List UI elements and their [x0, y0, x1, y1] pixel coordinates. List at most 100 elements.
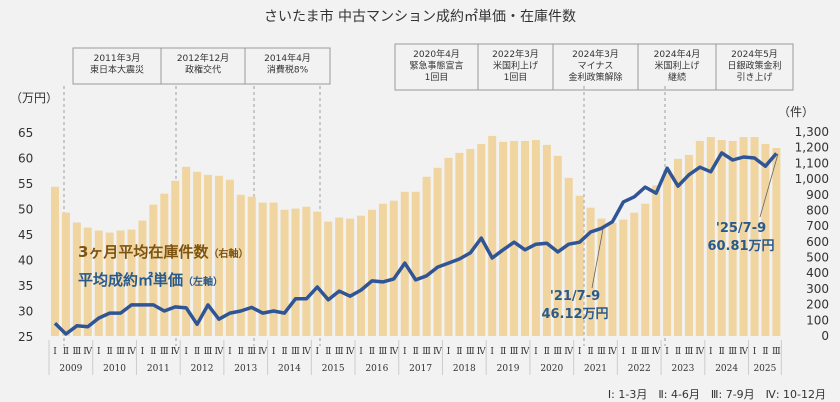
quarter-label: Ⅰ [447, 347, 451, 357]
right-axis-tick: 300 [806, 282, 829, 296]
inventory-bar [236, 194, 245, 336]
right-axis-tick: 1,300 [795, 125, 829, 139]
inventory-bar [280, 209, 289, 336]
quarter-label: Ⅰ [490, 347, 494, 357]
event-label: 2011年3月 [94, 52, 141, 64]
inventory-bar [160, 193, 169, 336]
inventory-bar [269, 202, 278, 336]
quarter-label: Ⅱ [631, 347, 637, 357]
inventory-bar [488, 135, 497, 336]
event-label: 2012年12月 [177, 52, 229, 64]
inventory-bar [674, 158, 683, 336]
quarter-label: Ⅳ [171, 347, 181, 357]
inventory-bar [72, 222, 81, 336]
annotation-period: '25/7-9 [716, 221, 766, 236]
left-axis-tick: 55 [18, 177, 33, 191]
inventory-bar [772, 148, 781, 336]
inventory-bar [94, 230, 103, 336]
quarter-label: Ⅲ [553, 347, 562, 357]
legend-line-name: 平均成約㎡単価 [78, 271, 183, 289]
right-axis-tick: 600 [806, 235, 829, 249]
quarter-label: Ⅲ [772, 347, 781, 357]
quarter-label: Ⅳ [346, 347, 356, 357]
legend-bar-axis: （右軸） [208, 247, 248, 260]
event-label: 日銀政策金利 [727, 60, 781, 72]
inventory-bar [761, 143, 770, 336]
quarter-label: Ⅱ [369, 347, 375, 357]
quarter-label: Ⅲ [204, 347, 213, 357]
event-label: 2022年3月 [492, 48, 539, 60]
quarter-label: Ⅲ [685, 347, 694, 357]
left-axis-tick: 60 [18, 152, 33, 166]
quarter-label: Ⅲ [247, 347, 256, 357]
event-label: 消費税8% [267, 64, 309, 76]
event-label: 1回目 [425, 72, 449, 83]
year-label: 2017 [409, 364, 432, 374]
quarter-label: Ⅲ [291, 347, 300, 357]
inventory-bar [597, 218, 606, 336]
inventory-bar [302, 206, 311, 336]
quarter-label: Ⅱ [194, 347, 200, 357]
quarter-label: Ⅳ [302, 347, 312, 357]
inventory-bar [247, 196, 256, 336]
event-label: 2024年5月 [731, 48, 778, 60]
year-label: 2023 [671, 364, 694, 374]
inventory-bar [575, 195, 584, 336]
event-label: 1回目 [504, 72, 528, 83]
inventory-bar [61, 212, 70, 336]
quarter-label: Ⅰ [316, 347, 320, 357]
right-axis-tick: 500 [806, 251, 829, 265]
quarter-label: Ⅲ [422, 347, 431, 357]
inventory-bar [51, 186, 59, 336]
legend-line: 平均成約㎡単価（左軸） [78, 271, 223, 289]
quarter-label: Ⅱ [719, 347, 725, 357]
inventory-bar [695, 140, 704, 336]
quarter-label: Ⅲ [597, 347, 606, 357]
year-label: 2016 [365, 364, 388, 374]
year-label: 2010 [103, 364, 126, 374]
year-label: 2011 [147, 364, 170, 374]
event-label: 2024年4月 [654, 48, 701, 60]
legend-bar-name: 3ヶ月平均在庫件数 [78, 243, 209, 261]
quarter-label: Ⅳ [695, 347, 705, 357]
inventory-bar [619, 219, 628, 336]
left-axis-tick: 45 [18, 228, 33, 242]
inventory-bar [531, 140, 540, 336]
year-label: 2012 [191, 364, 214, 374]
inventory-bar [411, 191, 420, 336]
quarter-label: Ⅱ [500, 347, 506, 357]
quarter-label: Ⅱ [63, 347, 69, 357]
inventory-bar [367, 209, 376, 336]
quarter-label: Ⅱ [762, 347, 768, 357]
inventory-bar [520, 140, 529, 336]
event-label: 緊急事態宣言 [409, 60, 463, 72]
quarter-label: Ⅳ [389, 347, 399, 357]
inventory-bar [455, 152, 464, 336]
legend-bar: 3ヶ月平均在庫件数（右軸） [78, 243, 248, 261]
inventory-bar [204, 174, 213, 336]
inventory-bar [335, 217, 344, 336]
inventory-bar [641, 203, 650, 336]
year-label: 2009 [59, 364, 82, 374]
right-axis-tick: 900 [806, 188, 829, 202]
annotation-value: 46.12万円 [541, 307, 608, 322]
quarter-label: Ⅱ [588, 347, 594, 357]
inventory-bar [83, 227, 92, 336]
inventory-bar [499, 141, 508, 336]
inventory-bar [422, 176, 431, 336]
quarter-label: Ⅰ [665, 347, 669, 357]
inventory-bar [706, 137, 715, 336]
quarter-label: Ⅳ [433, 347, 443, 357]
quarter-label: Ⅱ [238, 347, 244, 357]
quarter-label: Ⅱ [544, 347, 550, 357]
quarter-label: Ⅰ [359, 347, 363, 357]
inventory-bar [357, 215, 366, 336]
annotation-leader [591, 228, 604, 289]
quarter-label: Ⅲ [641, 347, 650, 357]
inventory-bar [444, 157, 453, 336]
year-label: 2018 [453, 364, 476, 374]
quarter-label: Ⅳ [520, 347, 530, 357]
inventory-bar [127, 229, 136, 336]
inventory-bar [553, 155, 562, 336]
